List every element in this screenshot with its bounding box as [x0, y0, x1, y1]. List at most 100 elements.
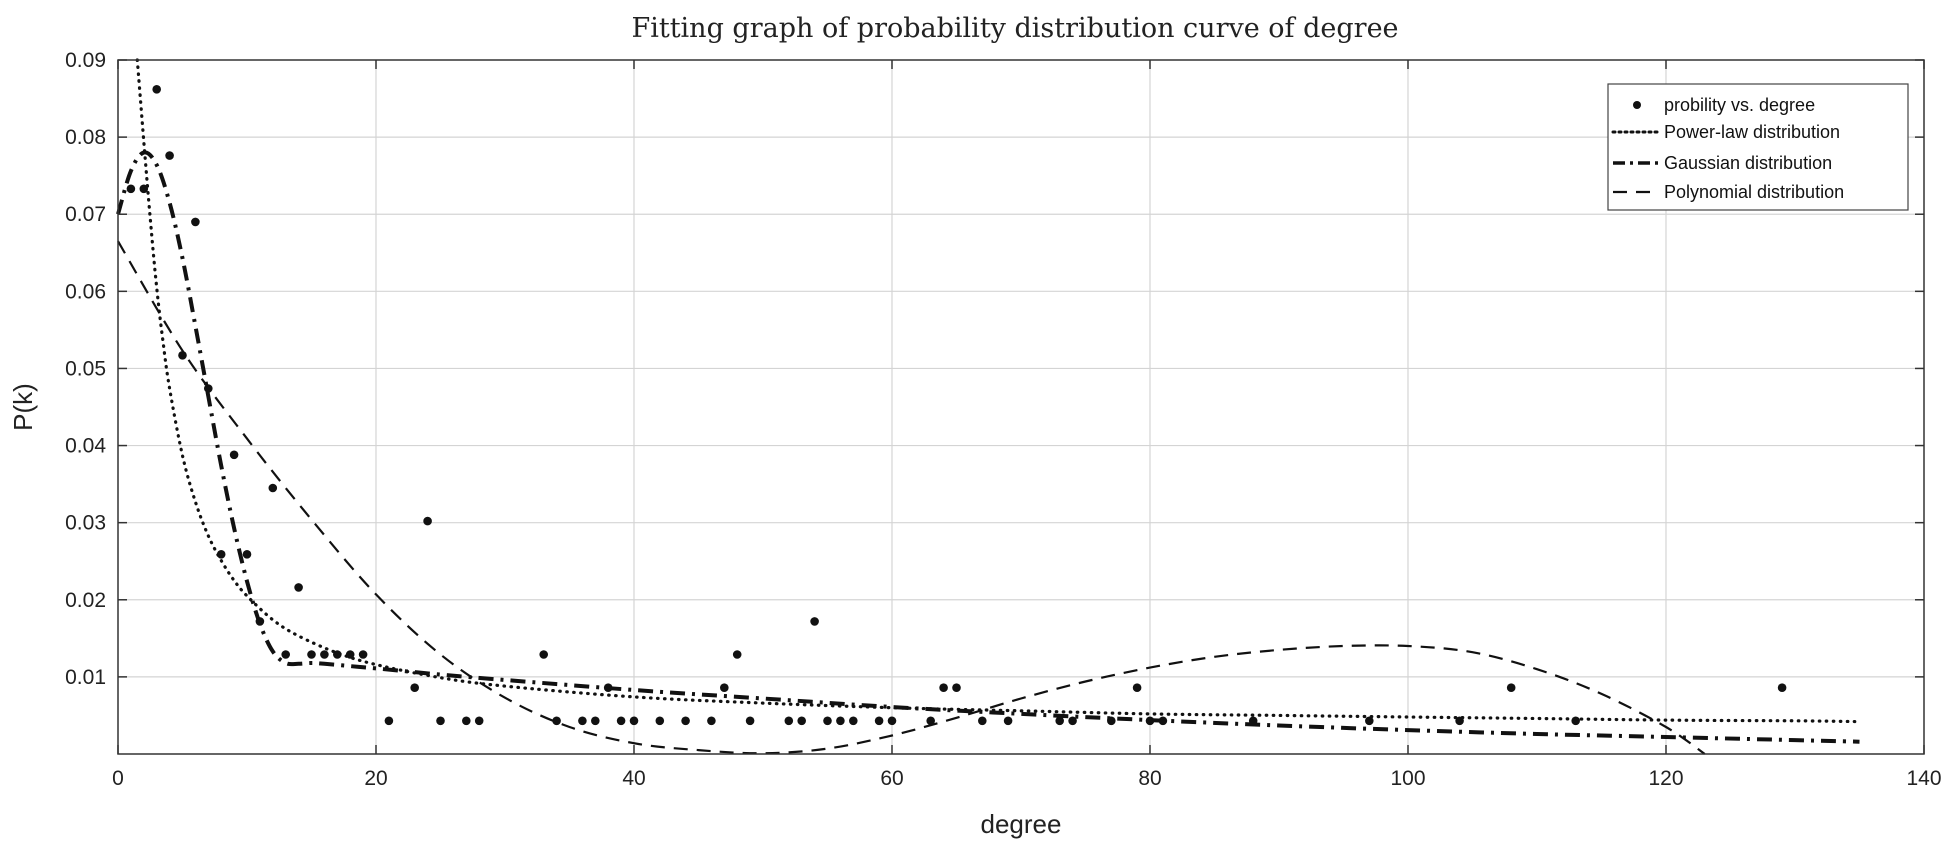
data-point	[165, 151, 174, 160]
x-tick-label: 80	[1138, 767, 1161, 790]
series-line-dashed	[117, 240, 1706, 755]
legend-label-polynomial: Polynomial distribution	[1664, 182, 1844, 202]
data-point	[281, 650, 291, 659]
data-point	[1455, 716, 1464, 726]
data-point	[887, 716, 897, 726]
data-point	[810, 617, 819, 626]
data-point	[849, 716, 858, 726]
data-point	[294, 583, 303, 592]
y-tick-label: 0.05	[65, 357, 106, 380]
legend: probility vs. degree Power-law distribut…	[1607, 83, 1909, 211]
data-point	[139, 184, 149, 194]
y-tick-label: 0.08	[65, 126, 106, 149]
data-point	[1365, 716, 1374, 726]
legend-label-scatter: probility vs. degree	[1664, 95, 1815, 115]
data-point	[255, 617, 265, 626]
data-point	[720, 683, 729, 692]
data-point	[655, 716, 665, 726]
x-tick-label: 0	[112, 767, 124, 790]
data-point	[462, 716, 471, 726]
data-point	[242, 550, 252, 559]
legend-marker-scatter	[1633, 101, 1641, 109]
data-point	[539, 650, 548, 659]
data-point	[823, 716, 832, 726]
y-axis-label: P(k)	[8, 383, 38, 431]
grid	[118, 60, 1924, 754]
data-point	[126, 184, 136, 194]
data-point	[436, 716, 445, 726]
data-point	[939, 683, 948, 692]
x-tick-labels: 0 20 40 60 80 100 120 140	[112, 767, 1941, 790]
data-point	[474, 716, 484, 726]
data-point	[191, 217, 200, 227]
fitted-curves	[116, 58, 1862, 755]
scatter-points	[126, 85, 1787, 726]
data-point	[732, 650, 742, 659]
data-point	[1158, 716, 1168, 726]
y-tick-label: 0.03	[65, 512, 106, 535]
data-point	[1068, 716, 1077, 726]
data-point	[603, 683, 613, 692]
data-point	[1777, 683, 1787, 692]
x-tick-label: 120	[1648, 767, 1683, 790]
y-tick-label: 0.01	[65, 666, 106, 689]
data-point	[797, 716, 806, 726]
data-point	[1107, 716, 1116, 726]
plot-frame	[117, 59, 1925, 755]
data-point	[152, 85, 161, 94]
y-tick-label: 0.09	[65, 49, 106, 72]
data-point	[307, 650, 316, 659]
data-point	[745, 716, 755, 726]
data-point	[1055, 716, 1064, 726]
data-point	[1145, 716, 1155, 726]
x-tick-label: 40	[622, 767, 645, 790]
y-tick-labels: 0.01 0.02 0.03 0.04 0.05 0.06 0.07 0.08 0.09	[65, 49, 106, 689]
data-point	[578, 716, 587, 726]
axis-ticks	[117, 59, 1925, 754]
y-tick-label: 0.04	[65, 435, 106, 458]
y-tick-label: 0.02	[65, 589, 106, 612]
data-point	[1506, 683, 1516, 692]
data-point	[629, 716, 639, 726]
y-tick-label: 0.06	[65, 280, 106, 303]
x-tick-label: 60	[880, 767, 903, 790]
data-point	[1248, 716, 1258, 726]
data-point	[616, 716, 626, 726]
data-point	[952, 683, 961, 692]
data-point	[784, 716, 794, 726]
data-point	[926, 716, 935, 726]
data-point	[384, 716, 394, 726]
data-point	[345, 650, 355, 659]
x-tick-label: 20	[364, 767, 387, 790]
data-point	[229, 450, 239, 460]
data-point	[591, 716, 600, 726]
data-point	[836, 716, 845, 726]
data-point	[874, 716, 884, 726]
series-line-dashdot	[116, 150, 1860, 744]
data-point	[216, 550, 226, 559]
chart-title: Fitting graph of probability distributio…	[631, 13, 1398, 44]
data-point	[204, 384, 213, 393]
data-point	[423, 516, 432, 526]
legend-box	[1607, 83, 1909, 211]
data-point	[333, 650, 342, 659]
data-point	[268, 483, 278, 493]
x-axis-label: degree	[981, 809, 1062, 839]
data-point	[978, 716, 987, 726]
data-point	[358, 650, 368, 659]
x-tick-label: 100	[1390, 767, 1425, 790]
data-point	[552, 716, 561, 726]
y-tick-label: 0.07	[65, 203, 106, 226]
data-point	[410, 683, 420, 692]
series-line-dotted	[135, 58, 1862, 724]
data-point	[320, 650, 329, 659]
data-point	[1571, 716, 1580, 726]
data-point	[178, 351, 187, 360]
data-point	[707, 716, 716, 726]
x-tick-label: 140	[1906, 767, 1941, 790]
legend-label-power-law: Power-law distribution	[1664, 122, 1840, 142]
data-point	[1003, 716, 1013, 726]
data-point	[681, 716, 690, 726]
legend-label-gaussian: Gaussian distribution	[1664, 153, 1832, 173]
data-point	[1132, 683, 1142, 692]
